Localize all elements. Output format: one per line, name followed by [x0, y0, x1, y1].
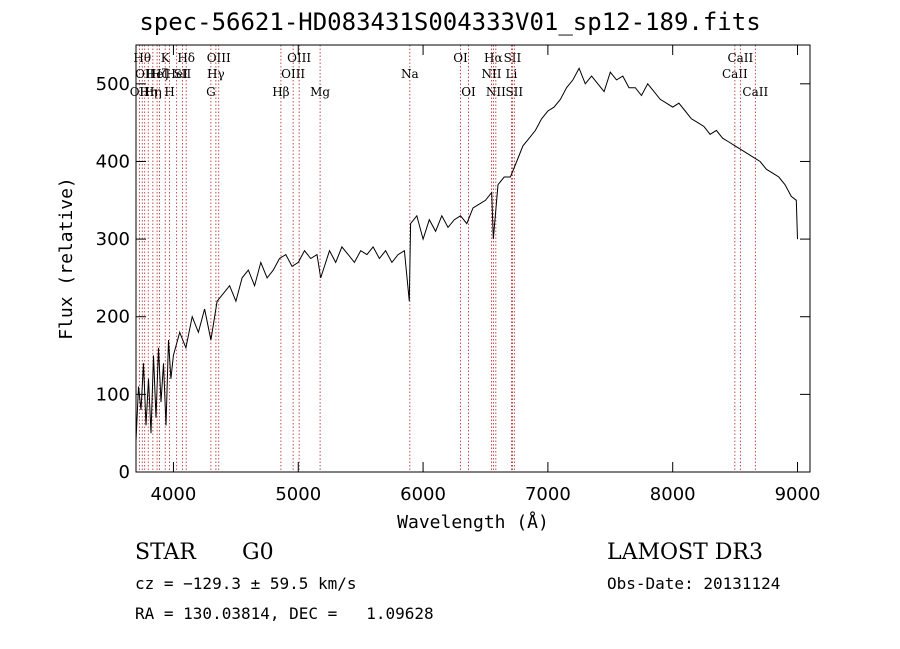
- x-tick-label: 4000: [151, 484, 197, 505]
- line-marker-label: K: [161, 51, 171, 65]
- x-axis: 4000 5000 6000 7000 8000 9000: [151, 45, 821, 505]
- x-tick-label: 6000: [400, 484, 446, 505]
- line-marker-label: HeI: [146, 67, 169, 81]
- line-marker-label: OIII: [287, 51, 311, 65]
- line-marker-label: SII: [504, 51, 522, 65]
- line-marker-label: NII: [486, 85, 506, 99]
- line-marker-label: OI: [453, 51, 468, 65]
- object-subclass: G0: [242, 540, 274, 565]
- line-marker-label: Hβ: [272, 85, 289, 99]
- y-tick-label: 400: [96, 151, 130, 172]
- y-axis-label: Flux (relative): [56, 177, 77, 340]
- x-tick-label: 9000: [775, 484, 821, 505]
- line-marker-label: Li: [506, 67, 518, 81]
- x-tick-label: 8000: [650, 484, 696, 505]
- line-marker-label: SII: [505, 85, 523, 99]
- line-marker-label: Hγ: [207, 67, 225, 81]
- line-marker-label: Na: [401, 67, 419, 81]
- line-marker-label: OIII: [281, 67, 305, 81]
- line-marker-label: Hθ: [133, 51, 151, 65]
- y-tick-label: 300: [96, 229, 130, 250]
- obs-date: Obs-Date: 20131124: [607, 574, 781, 593]
- line-marker-label: Mg: [310, 85, 330, 99]
- line-marker-label: OIII: [207, 51, 231, 65]
- chart-title: spec-56621-HD083431S004333V01_sp12-189.f…: [139, 8, 761, 36]
- line-markers: OIIHθOIIHηHηHeIHζKHHeISIIHδGHγOIIIHβOIII…: [130, 45, 768, 472]
- line-marker-label: Hζ: [151, 67, 168, 81]
- line-marker-label: SII: [174, 67, 192, 81]
- line-marker-label: NII: [481, 67, 501, 81]
- coordinates: RA = 130.03814, DEC = 1.09628: [135, 604, 434, 623]
- spectrum-line: [135, 67, 798, 441]
- y-tick-label: 0: [119, 462, 130, 483]
- line-marker-label: Hδ: [177, 51, 195, 65]
- y-axis: 0 100 200 300 400 500: [96, 74, 810, 483]
- x-tick-label: 7000: [525, 484, 571, 505]
- y-tick-label: 100: [96, 384, 130, 405]
- line-marker-label: OI: [461, 85, 476, 99]
- plot-frame: [135, 44, 811, 473]
- line-marker-label: CaII: [722, 67, 748, 81]
- redshift-text: cz = −129.3 ± 59.5 km/s: [135, 574, 357, 593]
- line-marker-label: H: [164, 85, 174, 99]
- line-marker-label: Hα: [484, 51, 503, 65]
- survey-label: LAMOST DR3: [607, 540, 763, 565]
- x-axis-label: Wavelength (Å): [397, 511, 549, 533]
- line-marker-label: G: [206, 85, 216, 99]
- y-tick-label: 200: [96, 307, 130, 328]
- line-marker-label: Hη: [144, 85, 162, 99]
- y-tick-label: 500: [96, 74, 130, 95]
- object-class: STAR: [135, 540, 196, 565]
- line-marker-label: CaII: [742, 85, 768, 99]
- x-tick-label: 5000: [275, 484, 321, 505]
- line-marker-label: OII: [135, 67, 155, 81]
- line-marker-label: CaII: [727, 51, 753, 65]
